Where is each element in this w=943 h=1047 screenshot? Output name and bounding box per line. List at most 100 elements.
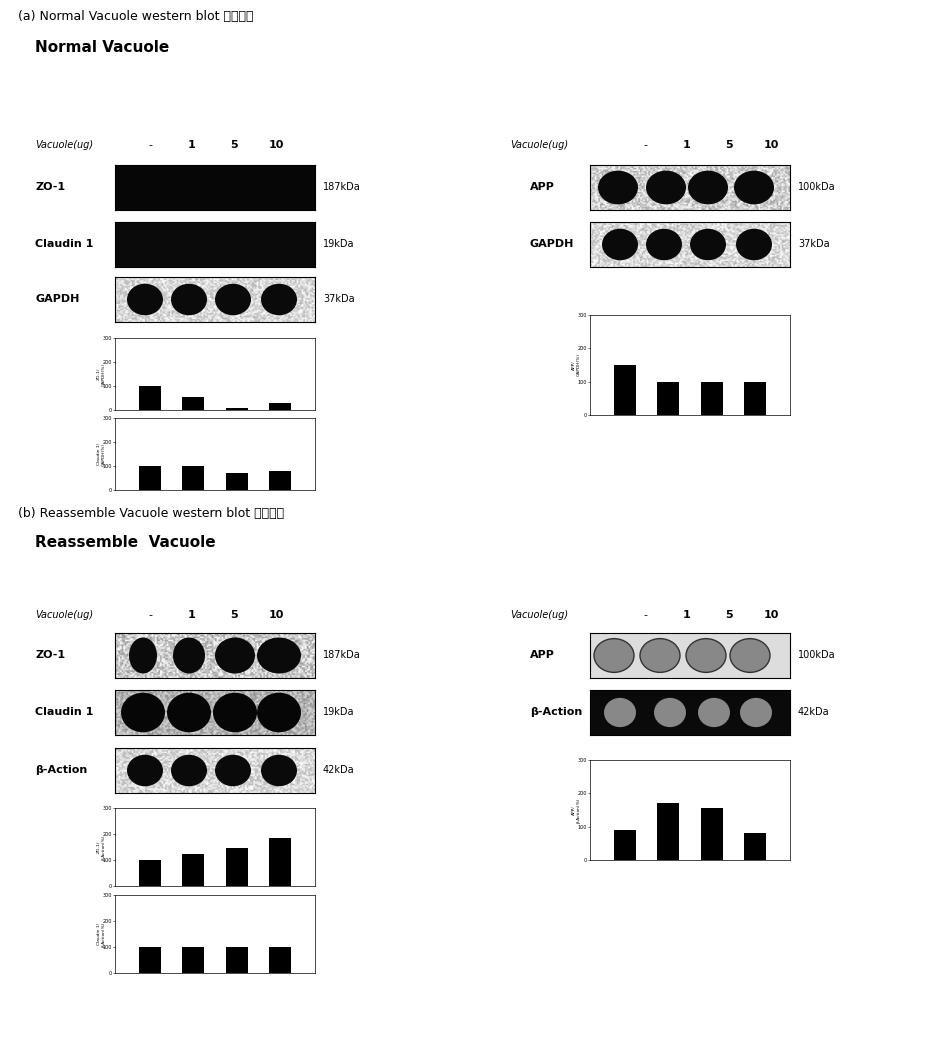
Ellipse shape: [129, 638, 157, 673]
Text: 10: 10: [269, 610, 284, 620]
Text: Normal Vacuole: Normal Vacuole: [35, 40, 169, 55]
Text: GAPDH: GAPDH: [35, 294, 79, 304]
Ellipse shape: [171, 284, 207, 315]
Ellipse shape: [730, 639, 770, 672]
Bar: [182, 466, 204, 490]
Text: 1: 1: [683, 610, 691, 620]
Ellipse shape: [686, 639, 726, 672]
Ellipse shape: [646, 171, 686, 204]
Text: 1: 1: [188, 140, 196, 150]
Text: ZO-1: ZO-1: [35, 650, 65, 660]
Ellipse shape: [173, 638, 205, 673]
Bar: [701, 808, 722, 860]
Ellipse shape: [654, 698, 686, 727]
Ellipse shape: [121, 693, 165, 732]
Text: Claudin 1: Claudin 1: [35, 707, 93, 717]
Text: 5: 5: [725, 610, 733, 620]
Text: 187kDa: 187kDa: [323, 650, 361, 660]
Ellipse shape: [261, 284, 297, 315]
Ellipse shape: [261, 755, 297, 786]
Bar: [744, 833, 766, 860]
Ellipse shape: [734, 171, 774, 204]
Text: Claudin 1: Claudin 1: [35, 239, 93, 249]
Ellipse shape: [215, 755, 251, 786]
Text: 42kDa: 42kDa: [323, 765, 355, 775]
Text: Vacuole(ug): Vacuole(ug): [35, 140, 93, 150]
Bar: [701, 382, 722, 415]
Ellipse shape: [171, 755, 207, 786]
Bar: [139, 466, 160, 490]
Bar: [226, 407, 248, 410]
Bar: [139, 860, 160, 886]
Text: 19kDa: 19kDa: [323, 239, 355, 249]
Ellipse shape: [740, 698, 772, 727]
Text: 37kDa: 37kDa: [798, 239, 830, 249]
Bar: [657, 803, 679, 860]
Bar: [270, 471, 291, 490]
Text: GAPDH: GAPDH: [530, 239, 574, 249]
Ellipse shape: [604, 698, 636, 727]
Text: APP: APP: [530, 650, 554, 660]
Ellipse shape: [167, 693, 211, 732]
Text: β-Action: β-Action: [35, 765, 88, 775]
Text: ZO-1: ZO-1: [35, 182, 65, 192]
Ellipse shape: [257, 638, 301, 673]
Text: 100kDa: 100kDa: [798, 182, 835, 192]
Ellipse shape: [688, 171, 728, 204]
Bar: [139, 386, 160, 410]
Ellipse shape: [257, 693, 301, 732]
Ellipse shape: [598, 171, 638, 204]
Y-axis label: Claudin 1/
GAPDH(%): Claudin 1/ GAPDH(%): [97, 443, 106, 466]
Ellipse shape: [602, 228, 638, 261]
Bar: [270, 946, 291, 973]
Bar: [226, 848, 248, 886]
Ellipse shape: [215, 284, 251, 315]
Y-axis label: ZO-1/
GAPDH(%): ZO-1/ GAPDH(%): [97, 362, 106, 385]
Ellipse shape: [127, 755, 163, 786]
Bar: [657, 382, 679, 415]
Bar: [182, 853, 204, 886]
Ellipse shape: [690, 228, 726, 261]
Bar: [270, 403, 291, 410]
Text: (b) Reassemble Vacuole western blot 분석결과: (b) Reassemble Vacuole western blot 분석결과: [18, 507, 284, 520]
Bar: [182, 946, 204, 973]
Ellipse shape: [127, 284, 163, 315]
Text: 5: 5: [230, 140, 238, 150]
Text: 1: 1: [683, 140, 691, 150]
Y-axis label: APP/
β-Action(%): APP/ β-Action(%): [572, 798, 581, 823]
Text: β-Action: β-Action: [530, 707, 582, 717]
Text: Vacuole(ug): Vacuole(ug): [510, 610, 568, 620]
Ellipse shape: [698, 698, 730, 727]
Text: 42kDa: 42kDa: [798, 707, 830, 717]
Text: (a) Normal Vacuole western blot 분석결과: (a) Normal Vacuole western blot 분석결과: [18, 10, 254, 23]
Bar: [226, 473, 248, 490]
Bar: [614, 830, 636, 860]
Text: APP: APP: [530, 182, 554, 192]
Ellipse shape: [736, 228, 772, 261]
Text: -: -: [643, 140, 647, 150]
Text: 10: 10: [763, 140, 779, 150]
Text: 100kDa: 100kDa: [798, 650, 835, 660]
Y-axis label: APP/
GAPDH(%): APP/ GAPDH(%): [572, 354, 581, 377]
Bar: [744, 382, 766, 415]
Text: 19kDa: 19kDa: [323, 707, 355, 717]
Text: 5: 5: [725, 140, 733, 150]
Ellipse shape: [594, 639, 634, 672]
Text: 10: 10: [269, 140, 284, 150]
Text: 10: 10: [763, 610, 779, 620]
Bar: [270, 838, 291, 886]
Text: -: -: [148, 610, 152, 620]
Text: Vacuole(ug): Vacuole(ug): [35, 610, 93, 620]
Text: 37kDa: 37kDa: [323, 294, 355, 304]
Ellipse shape: [646, 228, 682, 261]
Ellipse shape: [640, 639, 680, 672]
Ellipse shape: [215, 638, 255, 673]
Text: -: -: [643, 610, 647, 620]
Text: 5: 5: [230, 610, 238, 620]
Text: Reassemble  Vacuole: Reassemble Vacuole: [35, 535, 216, 550]
Text: 187kDa: 187kDa: [323, 182, 361, 192]
Bar: [226, 946, 248, 973]
Bar: [139, 946, 160, 973]
Bar: [614, 365, 636, 415]
Y-axis label: Claudin 1/
β-Action(%): Claudin 1/ β-Action(%): [97, 921, 106, 946]
